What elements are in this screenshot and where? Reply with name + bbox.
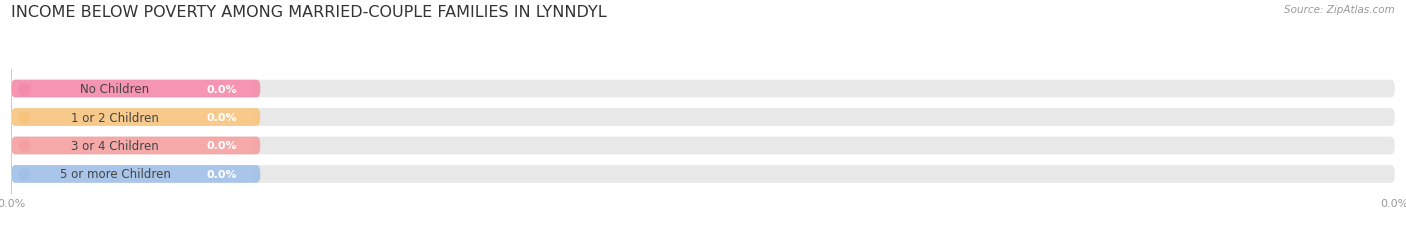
FancyBboxPatch shape bbox=[11, 80, 1395, 98]
FancyBboxPatch shape bbox=[11, 81, 253, 97]
FancyBboxPatch shape bbox=[11, 109, 260, 126]
Text: Source: ZipAtlas.com: Source: ZipAtlas.com bbox=[1284, 5, 1395, 15]
Text: INCOME BELOW POVERTY AMONG MARRIED-COUPLE FAMILIES IN LYNNDYL: INCOME BELOW POVERTY AMONG MARRIED-COUPL… bbox=[11, 5, 607, 20]
Text: 0.0%: 0.0% bbox=[207, 141, 236, 151]
Text: No Children: No Children bbox=[80, 83, 149, 96]
FancyBboxPatch shape bbox=[11, 80, 260, 98]
Text: 5 or more Children: 5 or more Children bbox=[59, 168, 170, 181]
FancyBboxPatch shape bbox=[11, 109, 1395, 126]
Text: 3 or 4 Children: 3 or 4 Children bbox=[72, 139, 159, 152]
FancyBboxPatch shape bbox=[11, 165, 260, 183]
Text: 0.0%: 0.0% bbox=[207, 169, 236, 179]
FancyBboxPatch shape bbox=[11, 165, 1395, 183]
FancyBboxPatch shape bbox=[11, 137, 1395, 155]
FancyBboxPatch shape bbox=[11, 166, 253, 182]
FancyBboxPatch shape bbox=[11, 109, 253, 125]
Text: 0.0%: 0.0% bbox=[207, 112, 236, 122]
FancyBboxPatch shape bbox=[11, 137, 260, 155]
FancyBboxPatch shape bbox=[11, 138, 253, 154]
Text: 0.0%: 0.0% bbox=[207, 84, 236, 94]
Text: 1 or 2 Children: 1 or 2 Children bbox=[72, 111, 159, 124]
